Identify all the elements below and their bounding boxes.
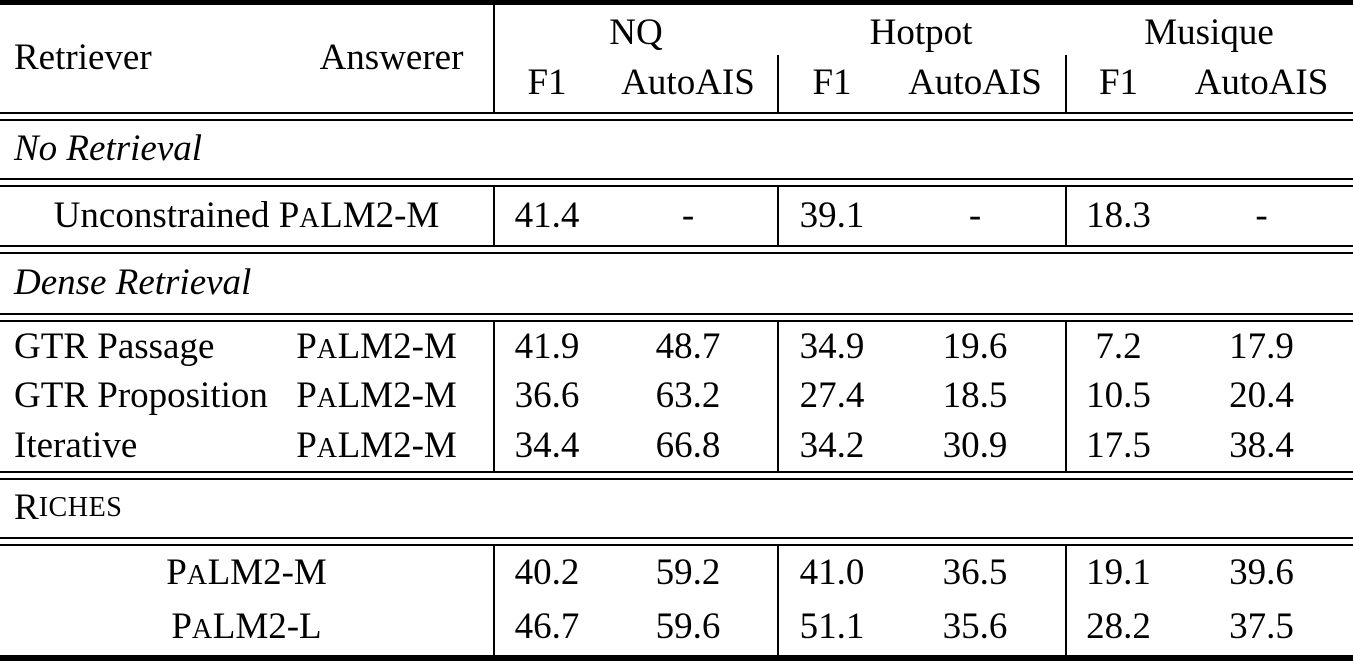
cell-value: 41.0: [777, 546, 885, 601]
cell-value: 39.6: [1229, 551, 1294, 593]
cell-value: 18.3: [1065, 187, 1170, 245]
section-label: R ICHES: [14, 487, 123, 529]
cell-value: 51.1: [777, 600, 885, 656]
cell-retriever-answerer: Unconstrained PALM2-M: [53, 194, 440, 236]
cell-value: 39.1: [777, 187, 885, 245]
cell-value: 37.5: [1229, 606, 1294, 648]
small-caps-text: A: [316, 383, 338, 415]
table-row: GTR Proposition PALM2-M 36.6 63.2 27.4 18.5 10…: [0, 371, 1353, 422]
table-row: Iterative PALM2-M 34.4 66.8 34.2 30.9 17.5 38.4: [0, 421, 1353, 472]
cell-value: 63.2: [655, 375, 721, 417]
table-header: Retriever Answerer NQ Hotpot Musique F1 …: [0, 5, 1353, 112]
col-header-nq-f1: F1: [493, 55, 599, 112]
table-row: Unconstrained PALM2-M 41.4 - 39.1 - 18.3 -: [0, 187, 1353, 245]
cell-value: 38.4: [1229, 424, 1294, 466]
cell-value: -: [1255, 194, 1268, 236]
cell-answerer: PALM2-M: [296, 424, 457, 466]
table-top-rule: [0, 0, 1353, 5]
cell-value: 36.5: [942, 551, 1008, 593]
cell-value: 17.5: [1065, 421, 1170, 472]
col-header-hotpot-f1: F1: [777, 55, 885, 112]
section-separator-rule: [0, 471, 1353, 481]
cell-retriever: GTR Proposition: [14, 375, 268, 417]
cell-answerer: PALM2-M: [296, 375, 457, 417]
section-separator-rule: [0, 178, 1353, 187]
cell-retriever-answerer: PALM2-M: [166, 551, 327, 593]
table-row: PALM2-L 46.7 59.6 51.1 35.6 28.2 37.5: [0, 600, 1353, 656]
section-separator-rule: [0, 112, 1353, 121]
section-separator-rule: [0, 313, 1353, 322]
small-caps-text: A: [299, 202, 321, 234]
section-label: No Retrieval: [14, 128, 203, 170]
col-header-musique-autoais: AutoAIS: [1194, 62, 1329, 104]
col-group-nq: NQ: [493, 5, 777, 55]
small-caps-text: A: [186, 559, 208, 591]
col-group-hotpot: Hotpot: [869, 12, 973, 54]
cell-value: 30.9: [942, 424, 1008, 466]
col-header-nq-autoais: AutoAIS: [621, 62, 755, 104]
cell-value: 19.6: [942, 325, 1008, 367]
cell-value: -: [681, 194, 695, 236]
section-label: Dense Retrieval: [14, 262, 252, 304]
cell-value: 34.9: [777, 322, 885, 372]
cell-value: 41.9: [493, 322, 599, 372]
cell-value: 18.5: [942, 375, 1008, 417]
small-caps-text: A: [316, 432, 338, 464]
cell-value: 34.4: [493, 421, 599, 472]
section-separator-rule: [0, 537, 1353, 547]
cell-value: 59.2: [655, 551, 721, 593]
cell-value: 20.4: [1229, 375, 1294, 417]
cell-value: 35.6: [942, 606, 1008, 648]
cell-value: 34.2: [777, 421, 885, 472]
cell-value: 17.9: [1229, 325, 1294, 367]
cell-value: 59.6: [655, 606, 721, 648]
cell-answerer: PALM2-M: [296, 325, 457, 367]
col-header-answerer: Answerer: [319, 37, 464, 79]
table-body: No Retrieval Unconstrained PALM2-M 41.4 - 39…: [0, 112, 1353, 656]
col-group-musique: Musique: [1144, 12, 1274, 54]
section-rows: PALM2-M 40.2 59.2 41.0 36.5 19.1 39.6 PALM2-L 46…: [0, 546, 1353, 656]
cell-retriever: Iterative: [14, 424, 138, 466]
small-caps-text: A: [316, 333, 338, 365]
cell-value: 48.7: [655, 325, 721, 367]
cell-retriever-answerer: PALM2-L: [171, 606, 322, 648]
cell-value: 10.5: [1065, 371, 1170, 422]
cell-value: 40.2: [493, 546, 599, 601]
cell-value: 41.4: [493, 187, 599, 245]
col-header-retriever: Retriever: [14, 37, 152, 79]
small-caps-text: A: [191, 614, 213, 646]
cell-value: 27.4: [777, 371, 885, 422]
cell-retriever: GTR Passage: [14, 325, 215, 367]
cell-value: 28.2: [1065, 600, 1170, 656]
section-rows: Unconstrained PALM2-M 41.4 - 39.1 - 18.3 -: [0, 187, 1353, 245]
col-header-hotpot-autoais: AutoAIS: [908, 62, 1042, 104]
section-separator-rule: [0, 245, 1353, 254]
cell-value: -: [968, 194, 982, 236]
table-row: PALM2-M 40.2 59.2 41.0 36.5 19.1 39.6: [0, 546, 1353, 601]
section-rows: GTR Passage PALM2-M 41.9 48.7 34.9 19.6 7.2 17.…: [0, 322, 1353, 472]
table-bottom-rule: [0, 655, 1353, 661]
cell-value: 19.1: [1065, 546, 1170, 601]
cell-value: 36.6: [493, 371, 599, 422]
table-row: GTR Passage PALM2-M 41.9 48.7 34.9 19.6 7.2 17.…: [0, 322, 1353, 372]
cell-value: 66.8: [655, 424, 721, 466]
cell-value: 46.7: [493, 600, 599, 656]
col-header-musique-f1: F1: [1065, 55, 1170, 112]
small-caps-text: ICHES: [38, 492, 123, 524]
cell-value: 7.2: [1065, 322, 1170, 372]
